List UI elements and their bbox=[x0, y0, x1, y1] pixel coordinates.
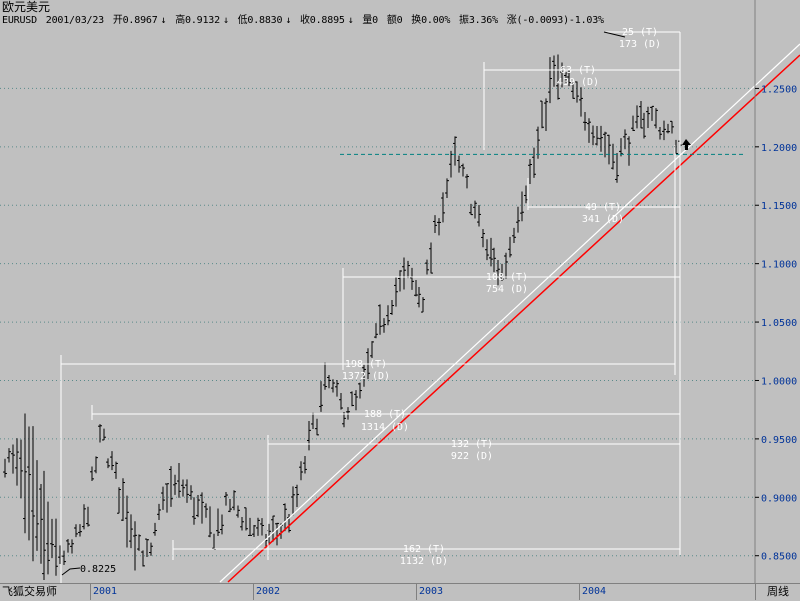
cycle-days-label: 439 (D) bbox=[557, 77, 599, 88]
cycle-weeks-label: 188 (T) bbox=[364, 409, 406, 420]
year-label-2002: 2002 bbox=[253, 584, 280, 600]
app-name: 飞狐交易师 bbox=[2, 585, 57, 598]
turnover-label: 换0.00% bbox=[411, 15, 451, 26]
y-tick-label: 0.9000 bbox=[761, 493, 797, 504]
cycle-weeks-label: 49 (T) bbox=[585, 202, 621, 213]
amount-label: 额0 bbox=[386, 15, 403, 26]
quote-info-bar: EURUSD 2001/03/23 开0.8967 ↓ 高0.9132 ↓ 低0.8… bbox=[2, 14, 607, 27]
year-label-2001: 2001 bbox=[90, 584, 117, 600]
low-price-label: 0.8225 bbox=[80, 564, 116, 575]
year-label-2004: 2004 bbox=[579, 584, 606, 600]
cycle-days-label: 1132 (D) bbox=[400, 556, 448, 567]
y-tick-label: 1.0000 bbox=[761, 376, 797, 387]
cycle-days-label: 173 (D) bbox=[619, 39, 661, 50]
trendline-red bbox=[227, 54, 800, 583]
y-tick-label: 1.1500 bbox=[761, 201, 797, 212]
high-label: 高0.9132 bbox=[175, 15, 220, 26]
volume-label: 量0 bbox=[362, 15, 378, 26]
date-label: 2001/03/23 bbox=[45, 15, 104, 26]
cycle-days-label: 754 (D) bbox=[486, 284, 528, 295]
low-label: 低0.8830 bbox=[237, 15, 283, 26]
year-label-2003: 2003 bbox=[416, 584, 443, 600]
period-selector[interactable]: 周线 bbox=[755, 584, 800, 600]
low-down-arrow-icon: ↓ bbox=[285, 15, 292, 26]
high-down-arrow-icon: ↓ bbox=[222, 15, 229, 26]
open-label: 开0.8967 bbox=[112, 15, 158, 26]
cycle-weeks-label: 132 (T) bbox=[451, 439, 493, 450]
close-down-arrow-icon: ↓ bbox=[347, 15, 354, 26]
low-marker-line bbox=[61, 567, 81, 576]
y-tick-label: 1.1000 bbox=[761, 260, 797, 271]
up-arrow-icon bbox=[682, 139, 691, 150]
cycle-days-label: 1314 (D) bbox=[361, 422, 409, 433]
cycle-days-label: 922 (D) bbox=[451, 451, 493, 462]
symbol-label: EURUSD bbox=[2, 15, 37, 26]
cycle-weeks-label: 198 (T) bbox=[345, 359, 387, 370]
change-label: 涨(-0.0093)-1.03% bbox=[506, 15, 604, 26]
cycle-weeks-label: 108 (T) bbox=[486, 272, 528, 283]
window-title: 欧元美元 bbox=[2, 0, 51, 14]
y-tick-label: 1.0500 bbox=[761, 318, 797, 329]
trendline-white bbox=[219, 43, 800, 583]
cycle-days-label: 1372 (D) bbox=[342, 371, 390, 382]
cycle-weeks-label: 63 (T) bbox=[560, 65, 596, 76]
y-tick-label: 0.8500 bbox=[761, 552, 797, 563]
cycle-days-label: 341 (D) bbox=[582, 214, 624, 225]
cycle-weeks-label: 25 (T) bbox=[622, 27, 658, 38]
cycle-top-connector bbox=[603, 31, 626, 38]
y-tick-label: 1.2000 bbox=[761, 143, 797, 154]
status-bar: 飞狐交易师 2001 2002 2003 2004 周线 bbox=[0, 583, 800, 601]
price-chart[interactable]: 0.8225 25 (T)173 (D) 63 (T)439 (D) 49 (T)34… bbox=[0, 0, 800, 583]
close-label: 收0.8895 bbox=[299, 15, 345, 26]
y-tick-label: 1.2500 bbox=[761, 84, 797, 95]
cycle-weeks-label: 162 (T) bbox=[403, 544, 445, 555]
open-down-arrow-icon: ↓ bbox=[160, 15, 167, 26]
amplitude-label: 振3.36% bbox=[459, 15, 498, 26]
y-tick-label: 0.9500 bbox=[761, 435, 797, 446]
